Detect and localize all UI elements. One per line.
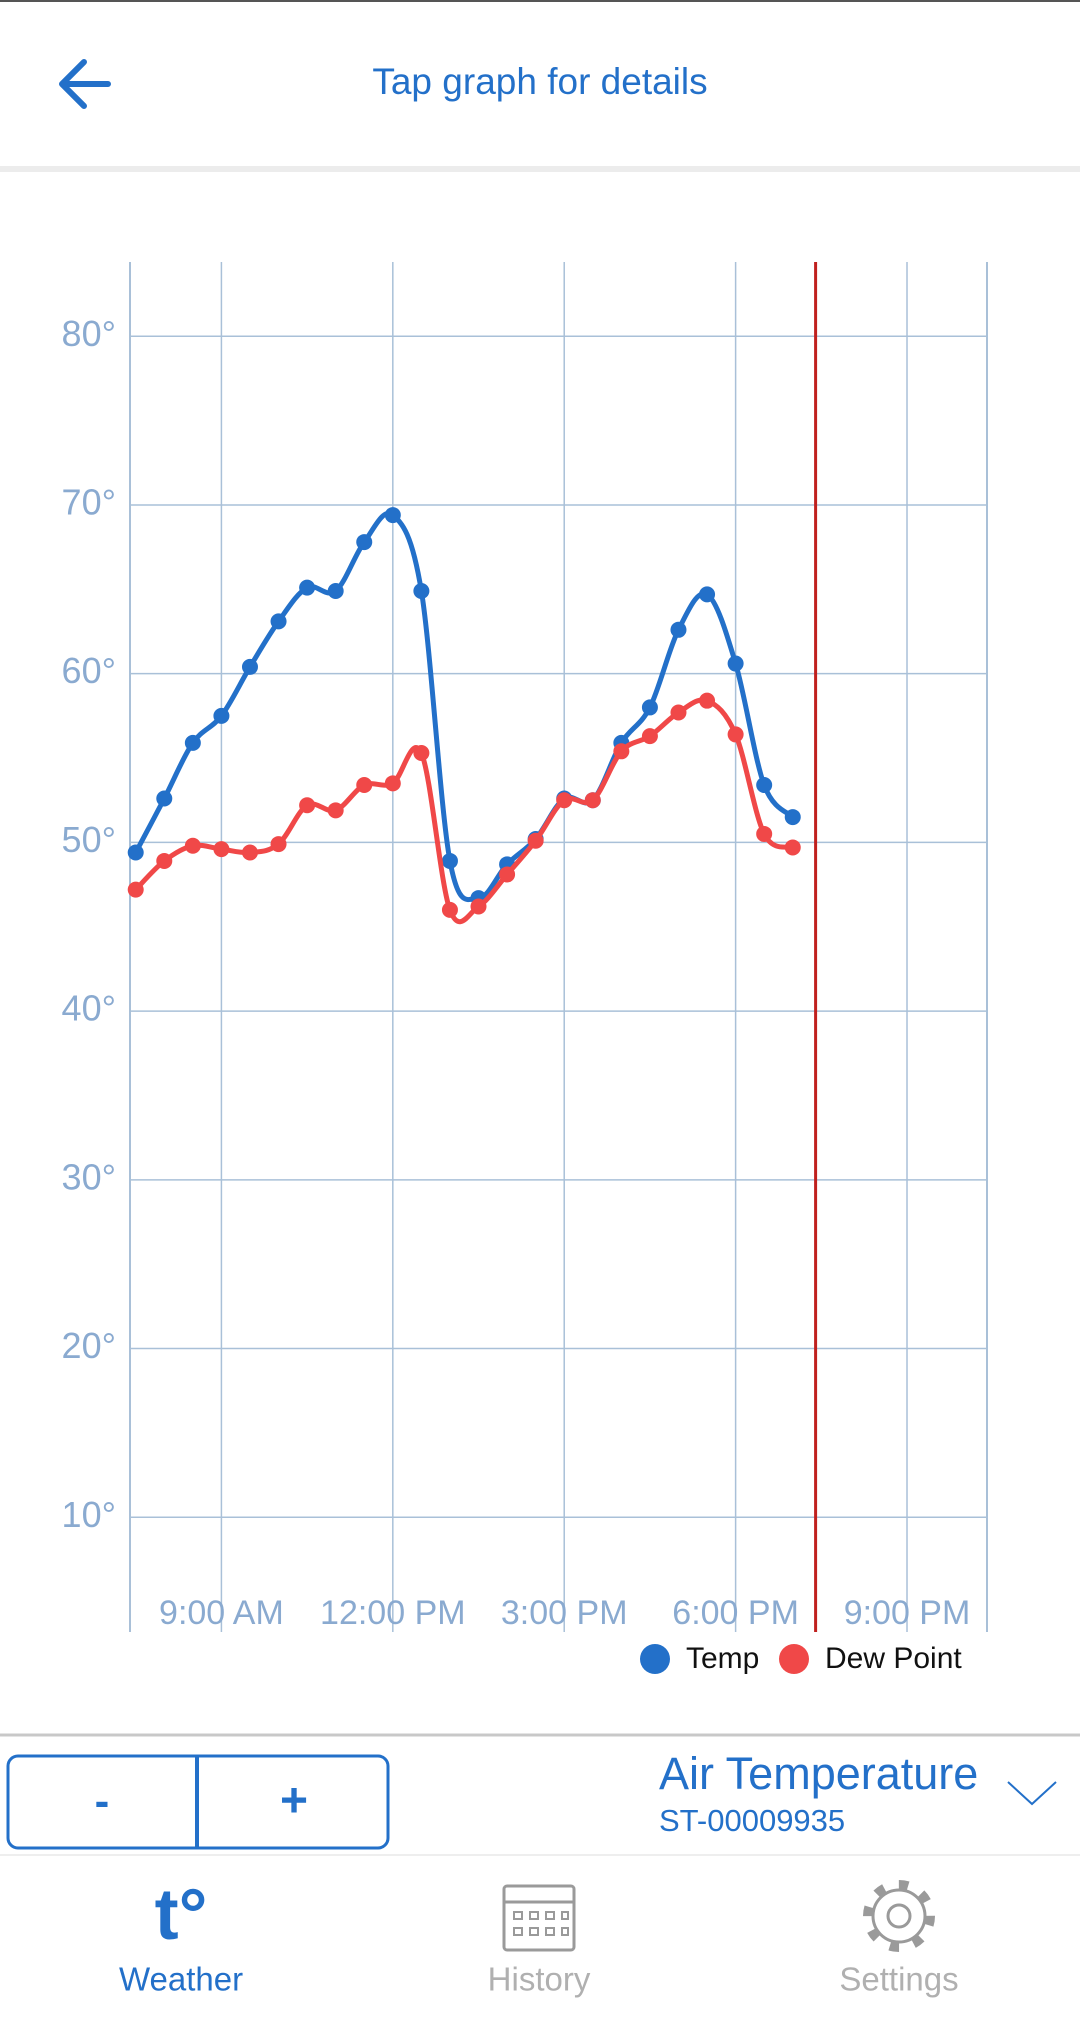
data-point xyxy=(756,825,773,842)
data-point xyxy=(441,901,458,918)
y-tick-label: 70° xyxy=(62,481,116,522)
data-point xyxy=(127,881,144,898)
data-point xyxy=(127,844,144,861)
data-point xyxy=(784,809,801,826)
data-point xyxy=(356,777,373,794)
data-point xyxy=(156,852,173,869)
data-point xyxy=(699,586,716,603)
data-point xyxy=(584,792,601,809)
header-shadow xyxy=(0,166,1080,172)
calendar-days[interactable] xyxy=(513,1911,569,1936)
data-point xyxy=(670,621,687,638)
data-point xyxy=(270,613,287,630)
data-point xyxy=(413,744,430,761)
data-point xyxy=(327,802,344,819)
header-title: Tap graph for details xyxy=(372,61,707,102)
x-tick-label: 3:00 PM xyxy=(501,1594,628,1632)
tab-settings[interactable]: Settings xyxy=(839,1961,958,1998)
settings-icon[interactable] xyxy=(863,1880,935,1952)
tab-weather[interactable]: Weather xyxy=(119,1961,243,1998)
y-tick-label: 10° xyxy=(62,1494,116,1535)
data-point xyxy=(327,583,344,600)
legend-marker xyxy=(779,1644,809,1674)
zoom-out-button[interactable]: - xyxy=(95,1777,110,1826)
data-point xyxy=(241,844,258,861)
data-point xyxy=(613,743,630,760)
y-tick-label: 30° xyxy=(62,1156,116,1197)
data-point xyxy=(241,658,258,675)
data-point xyxy=(641,728,658,745)
history-icon[interactable] xyxy=(502,1884,576,1952)
legend-label: Temp xyxy=(686,1642,759,1675)
x-tick-label: 12:00 PM xyxy=(320,1594,466,1632)
data-point xyxy=(184,734,201,751)
data-point xyxy=(499,866,516,883)
sensor-name[interactable]: Air Temperature xyxy=(659,1748,978,1799)
series-line xyxy=(133,697,794,925)
data-point xyxy=(213,707,230,724)
legend-marker xyxy=(640,1644,670,1674)
status-edge xyxy=(0,0,1080,2)
data-point xyxy=(641,699,658,716)
gear-hole[interactable] xyxy=(886,1903,912,1929)
data-point xyxy=(156,790,173,807)
data-point xyxy=(784,839,801,856)
data-point xyxy=(441,852,458,869)
data-point xyxy=(213,841,230,858)
data-point xyxy=(270,836,287,853)
data-point xyxy=(299,797,316,814)
y-tick-label: 40° xyxy=(62,988,116,1029)
data-point xyxy=(384,507,401,524)
plot[interactable]: 10° 20° 30° 40° 50° 60° 70° 80° 9:00 AM 12:00 PM 3… xyxy=(62,262,988,1675)
back-button[interactable] xyxy=(59,59,111,109)
data-point xyxy=(356,534,373,551)
data-point xyxy=(670,704,687,721)
y-tick-label: 80° xyxy=(62,313,116,354)
data-point xyxy=(184,837,201,854)
gear-teeth[interactable] xyxy=(863,1880,935,1952)
data-point xyxy=(470,898,487,915)
zoom-in-button[interactable]: + xyxy=(280,1775,308,1828)
y-tick-label: 50° xyxy=(62,819,116,860)
data-point xyxy=(527,832,544,849)
calendar-frame[interactable] xyxy=(502,1884,576,1952)
weather-icon[interactable]: t° xyxy=(155,1875,208,1955)
data-point xyxy=(727,655,744,672)
data-point xyxy=(413,583,430,600)
back-arrow[interactable] xyxy=(59,59,111,109)
y-tick-label: 60° xyxy=(62,650,116,691)
tab-history[interactable]: History xyxy=(488,1961,591,1998)
data-point xyxy=(727,726,744,743)
data-point xyxy=(556,792,573,809)
sensor-id: ST-00009935 xyxy=(659,1803,845,1838)
x-tick-label: 9:00 PM xyxy=(844,1594,971,1632)
x-tick-label: 9:00 AM xyxy=(159,1594,284,1632)
legend-label: Dew Point xyxy=(825,1642,962,1675)
y-tick-label: 20° xyxy=(62,1325,116,1366)
data-point xyxy=(756,777,773,794)
data-point xyxy=(299,579,316,596)
data-point xyxy=(384,775,401,792)
dropdown-chevron[interactable] xyxy=(1007,1781,1057,1806)
data-point xyxy=(699,692,716,709)
gear-body[interactable] xyxy=(871,1888,927,1944)
x-tick-label: 6:00 PM xyxy=(672,1594,799,1632)
